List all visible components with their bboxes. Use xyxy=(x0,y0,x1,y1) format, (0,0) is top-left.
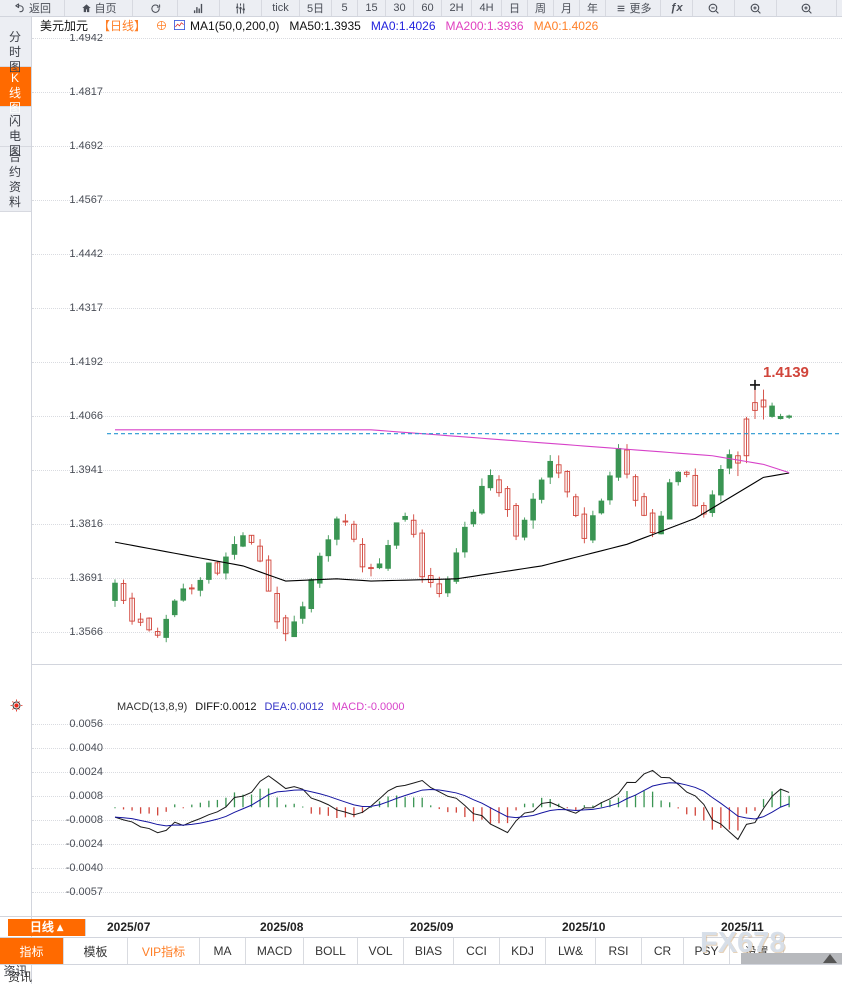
svg-text:1.4139: 1.4139 xyxy=(763,364,809,381)
